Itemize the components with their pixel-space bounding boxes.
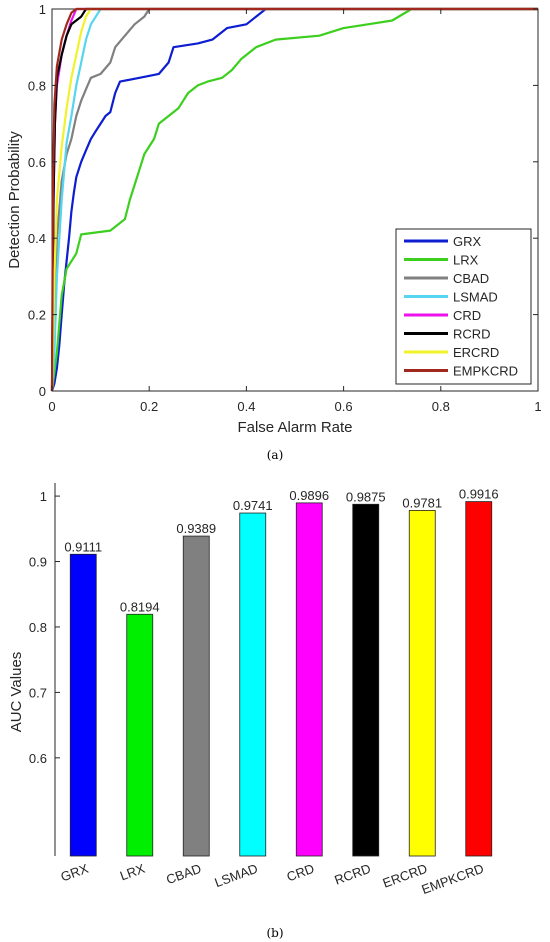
roc-y-ticks: 0 0.2 0.4 0.6 0.8 1 [28, 2, 538, 399]
roc-legend-label-ercrd: ERCRD [453, 345, 499, 360]
roc-x-tick-label: 0.2 [140, 399, 158, 414]
auc-y-ticks: 0.6 0.7 0.8 0.9 1 [29, 489, 60, 766]
roc-y-tick-label: 0.6 [28, 155, 46, 170]
auc-bar-lrx [126, 613, 154, 857]
caption-a: (a) [267, 448, 284, 462]
auc-y-tick-label: 1 [40, 489, 47, 504]
roc-legend-label-crd: CRD [453, 308, 481, 323]
roc-curves [50, 7, 538, 392]
auc-bar-ercrd [408, 510, 436, 857]
roc-legend: GRX LRX CBAD LSMAD CRD RCRD ERCRD EMPKCRD [395, 228, 532, 385]
auc-x-tick-label: CBAD [164, 861, 203, 887]
roc-x-tick-label: 0 [48, 399, 55, 414]
roc-legend-label-empkcrd: EMPKCRD [453, 364, 518, 379]
auc-bar-lsmad [239, 512, 267, 857]
auc-bar-empkcrd [465, 501, 493, 857]
auc-y-axis-label: AUC Values [8, 652, 25, 733]
auc-bar-rcrd [352, 503, 380, 857]
auc-x-tick-label: EMPKCRD [420, 861, 486, 897]
auc-bar-cbad [182, 535, 210, 857]
auc-x-tick-label: CRD [285, 861, 317, 885]
roc-curve-lsmad [50, 7, 538, 392]
auc-value-label: 0.9111 [64, 539, 102, 554]
auc-x-tick-label: LSMAD [213, 861, 260, 890]
auc-y-tick-label: 0.9 [29, 555, 47, 570]
auc-chart: 0.9111 0.8194 0.9389 0.9741 0.9896 0.9875 0.97… [8, 483, 499, 940]
roc-y-tick-label: 0.8 [28, 78, 46, 93]
roc-y-tick-label: 0.2 [28, 308, 46, 323]
roc-legend-label-lsmad: LSMAD [453, 290, 498, 305]
roc-legend-label-cbad: CBAD [453, 271, 489, 286]
auc-value-label: 0.8194 [120, 599, 160, 614]
roc-y-tick-label: 0.4 [28, 231, 46, 246]
auc-value-label: 0.9875 [346, 489, 386, 504]
auc-value-label: 0.9389 [176, 521, 216, 536]
auc-x-tick-label: LRX [118, 861, 147, 884]
roc-y-tick-label: 1 [39, 2, 46, 17]
auc-value-label: 0.9741 [233, 498, 273, 513]
caption-b: (b) [266, 926, 283, 940]
roc-curve-cbad [50, 7, 538, 392]
auc-y-tick-label: 0.8 [29, 620, 47, 635]
auc-value-labels: 0.9111 0.8194 0.9389 0.9741 0.9896 0.9875 0.97… [64, 487, 498, 615]
roc-y-axis-label: Detection Probability [6, 131, 23, 269]
auc-x-tick-label: GRX [59, 861, 91, 885]
roc-legend-label-lrx: LRX [453, 253, 479, 268]
roc-chart: 0 0.2 0.4 0.6 0.8 1 0 0.2 0.4 0.6 0.8 1 False Alar… [6, 2, 542, 462]
auc-bars [69, 501, 493, 857]
auc-x-tick-label: RCRD [332, 861, 372, 888]
roc-x-axis-label: False Alarm Rate [237, 419, 352, 436]
roc-y-tick-label: 0 [39, 384, 46, 399]
roc-curve-lrx [50, 7, 538, 392]
auc-bar-grx [69, 553, 97, 857]
roc-curve-ercrd [50, 7, 538, 392]
auc-value-label: 0.9896 [289, 488, 329, 503]
auc-value-label: 0.9916 [459, 487, 499, 502]
roc-legend-box [395, 228, 532, 385]
roc-curve-empkcrd [50, 7, 538, 392]
auc-value-label: 0.9781 [402, 495, 442, 510]
roc-x-ticks: 0 0.2 0.4 0.6 0.8 1 [48, 9, 542, 414]
auc-y-tick-label: 0.7 [29, 685, 47, 700]
roc-x-tick-label: 0.6 [335, 399, 353, 414]
auc-bar-crd [295, 502, 323, 857]
roc-x-tick-label: 1 [534, 399, 541, 414]
roc-legend-label-rcrd: RCRD [453, 327, 491, 342]
auc-y-tick-label: 0.6 [29, 751, 47, 766]
roc-legend-label-grx: GRX [453, 234, 482, 249]
roc-x-tick-label: 0.4 [237, 399, 255, 414]
roc-x-tick-label: 0.8 [432, 399, 450, 414]
